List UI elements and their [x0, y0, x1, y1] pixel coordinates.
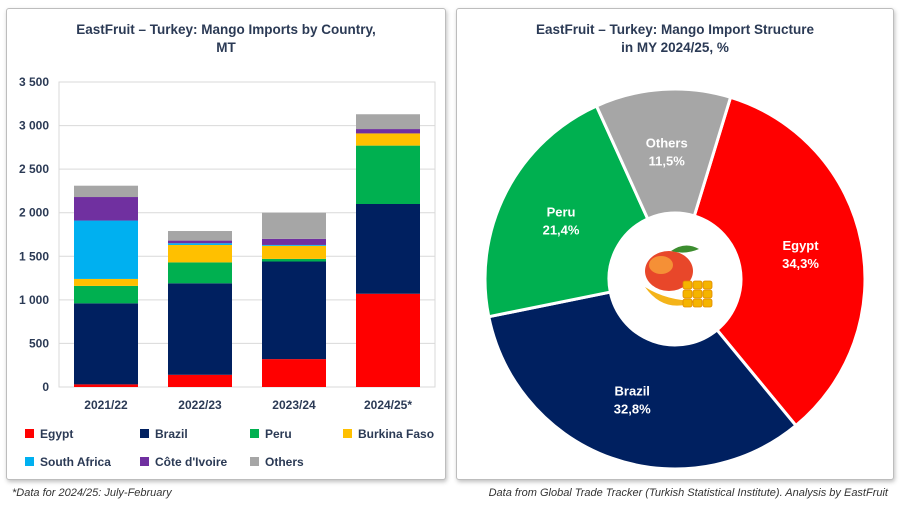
y-tick-label: 1 500: [19, 249, 49, 263]
bar-chart-title-line2: MT: [216, 40, 236, 55]
y-tick-label: 1 000: [19, 293, 49, 307]
legend-swatch-others: [250, 457, 259, 466]
bar-segment-cote-d-ivoire-2024-25: [356, 129, 420, 134]
pie-label-egypt: Egypt: [782, 238, 819, 253]
legend-item-burkina-faso: Burkina Faso: [343, 427, 434, 441]
bar-segment-cote-d-ivoire-2021-22: [74, 197, 138, 221]
bar-segment-others-2023-24: [262, 212, 326, 239]
legend-label-burkina-faso: Burkina Faso: [358, 427, 435, 441]
bar-segment-south-africa-2021-22: [74, 220, 138, 279]
bar-chart-panel: EastFruit – Turkey: Mango Imports by Cou…: [6, 8, 446, 480]
legend-swatch-burkina-faso: [343, 429, 352, 438]
bar-segment-burkina-faso-2024-25: [356, 133, 420, 146]
x-tick-label: 2024/25*: [364, 398, 412, 412]
legend-item-peru: Peru: [250, 427, 292, 441]
legend-swatch-brazil: [140, 429, 149, 438]
legend-label-egypt: Egypt: [40, 427, 74, 441]
pie-label-others: Others: [646, 135, 688, 150]
legend-item-brazil: Brazil: [140, 427, 188, 441]
y-tick-label: 3 500: [19, 75, 49, 89]
legend-item-south-africa: South Africa: [25, 455, 111, 469]
bar-segment-burkina-faso-2023-24: [262, 245, 326, 259]
bar-segment-egypt-2021-22: [74, 384, 138, 387]
legend-item-egypt: Egypt: [25, 427, 73, 441]
legend-label-others: Others: [265, 455, 304, 469]
legend-swatch-south-africa: [25, 457, 34, 466]
bar-segment-egypt-2024-25: [356, 293, 420, 387]
legend-label-cote-divoire: Côte d'Ivoire: [155, 455, 228, 469]
x-tick-label: 2022/23: [178, 398, 222, 412]
pie-chart-title: EastFruit – Turkey: Mango Import Structu…: [457, 21, 893, 57]
bar-segment-burkina-faso-2022-23: [168, 244, 232, 263]
pie-value-egypt: 34,3%: [782, 256, 819, 271]
bar-segment-peru-2021-22: [74, 285, 138, 304]
pie-chart-title-line2: in MY 2024/25, %: [621, 40, 729, 55]
bar-segment-south-africa-2023-24: [262, 244, 326, 246]
mango-icon: [645, 245, 713, 308]
legend-swatch-egypt: [25, 429, 34, 438]
pie-value-peru: 21,4%: [543, 223, 580, 238]
legend-item-others: Others: [250, 455, 304, 469]
x-tick-label: 2021/22: [84, 398, 128, 412]
y-tick-label: 2 500: [19, 162, 49, 176]
pie-chart: Egypt 34,3% Brazil 32,8% Peru 21,4% Others 11,5…: [483, 87, 867, 471]
legend-item-cote-divoire: Côte d'Ivoire: [140, 455, 227, 469]
x-tick-label: 2023/24: [272, 398, 316, 412]
legend-swatch-cote-divoire: [140, 457, 149, 466]
bar-segment-others-2022-23: [168, 231, 232, 241]
bar-segment-burkina-faso-2021-22: [74, 278, 138, 286]
bar-segment-peru-2022-23: [168, 262, 232, 284]
pie-value-brazil: 32,8%: [614, 402, 651, 417]
y-tick-label: 500: [29, 336, 49, 350]
pie-slice-egypt: [692, 95, 867, 428]
bar-segment-peru-2024-25: [356, 145, 420, 204]
legend-label-peru: Peru: [265, 427, 292, 441]
bar-chart-title: EastFruit – Turkey: Mango Imports by Cou…: [7, 21, 445, 57]
pie-label-brazil: Brazil: [615, 384, 650, 399]
bar-segment-brazil-2023-24: [262, 261, 326, 360]
pie-chart-panel: EastFruit – Turkey: Mango Import Structu…: [456, 8, 894, 480]
bar-segment-brazil-2021-22: [74, 303, 138, 385]
bar-segment-brazil-2022-23: [168, 283, 232, 375]
footnote-data-period: *Data for 2024/25: July-February: [12, 487, 172, 499]
footnote-source: Data from Global Trade Tracker (Turkish …: [488, 487, 888, 499]
bar-segment-cote-d-ivoire-2023-24: [262, 238, 326, 245]
bar-segment-brazil-2024-25: [356, 204, 420, 294]
y-tick-label: 2 000: [19, 206, 49, 220]
bar-segment-cote-d-ivoire-2022-23: [168, 240, 232, 244]
y-tick-label: 0: [42, 380, 49, 394]
pie-slice-peru: [483, 103, 650, 319]
bar-segment-others-2021-22: [74, 185, 138, 198]
bar-segment-egypt-2023-24: [262, 359, 326, 387]
pie-chart-title-line1: EastFruit – Turkey: Mango Import Structu…: [535, 22, 815, 37]
pie-value-others: 11,5%: [649, 153, 686, 168]
bar-segment-south-africa-2022-23: [168, 243, 232, 245]
bar-chart: 0 500 1 000 1 500 2 000 2 500 3 000 3 500 2021/2…: [19, 75, 436, 412]
y-tick-label: 3 000: [19, 119, 49, 133]
bar-chart-title-line1: EastFruit – Turkey: Mango Imports by Cou…: [76, 22, 376, 37]
bar-segment-peru-2023-24: [262, 258, 326, 262]
legend-label-brazil: Brazil: [155, 427, 188, 441]
pie-slice-brazil: [487, 290, 799, 471]
legend-swatch-peru: [250, 429, 259, 438]
bar-segment-others-2024-25: [356, 114, 420, 130]
legend-label-south-africa: South Africa: [40, 455, 111, 469]
pie-label-peru: Peru: [547, 205, 576, 220]
bar-segment-egypt-2022-23: [168, 374, 232, 387]
pie-slice-others: [594, 87, 733, 221]
